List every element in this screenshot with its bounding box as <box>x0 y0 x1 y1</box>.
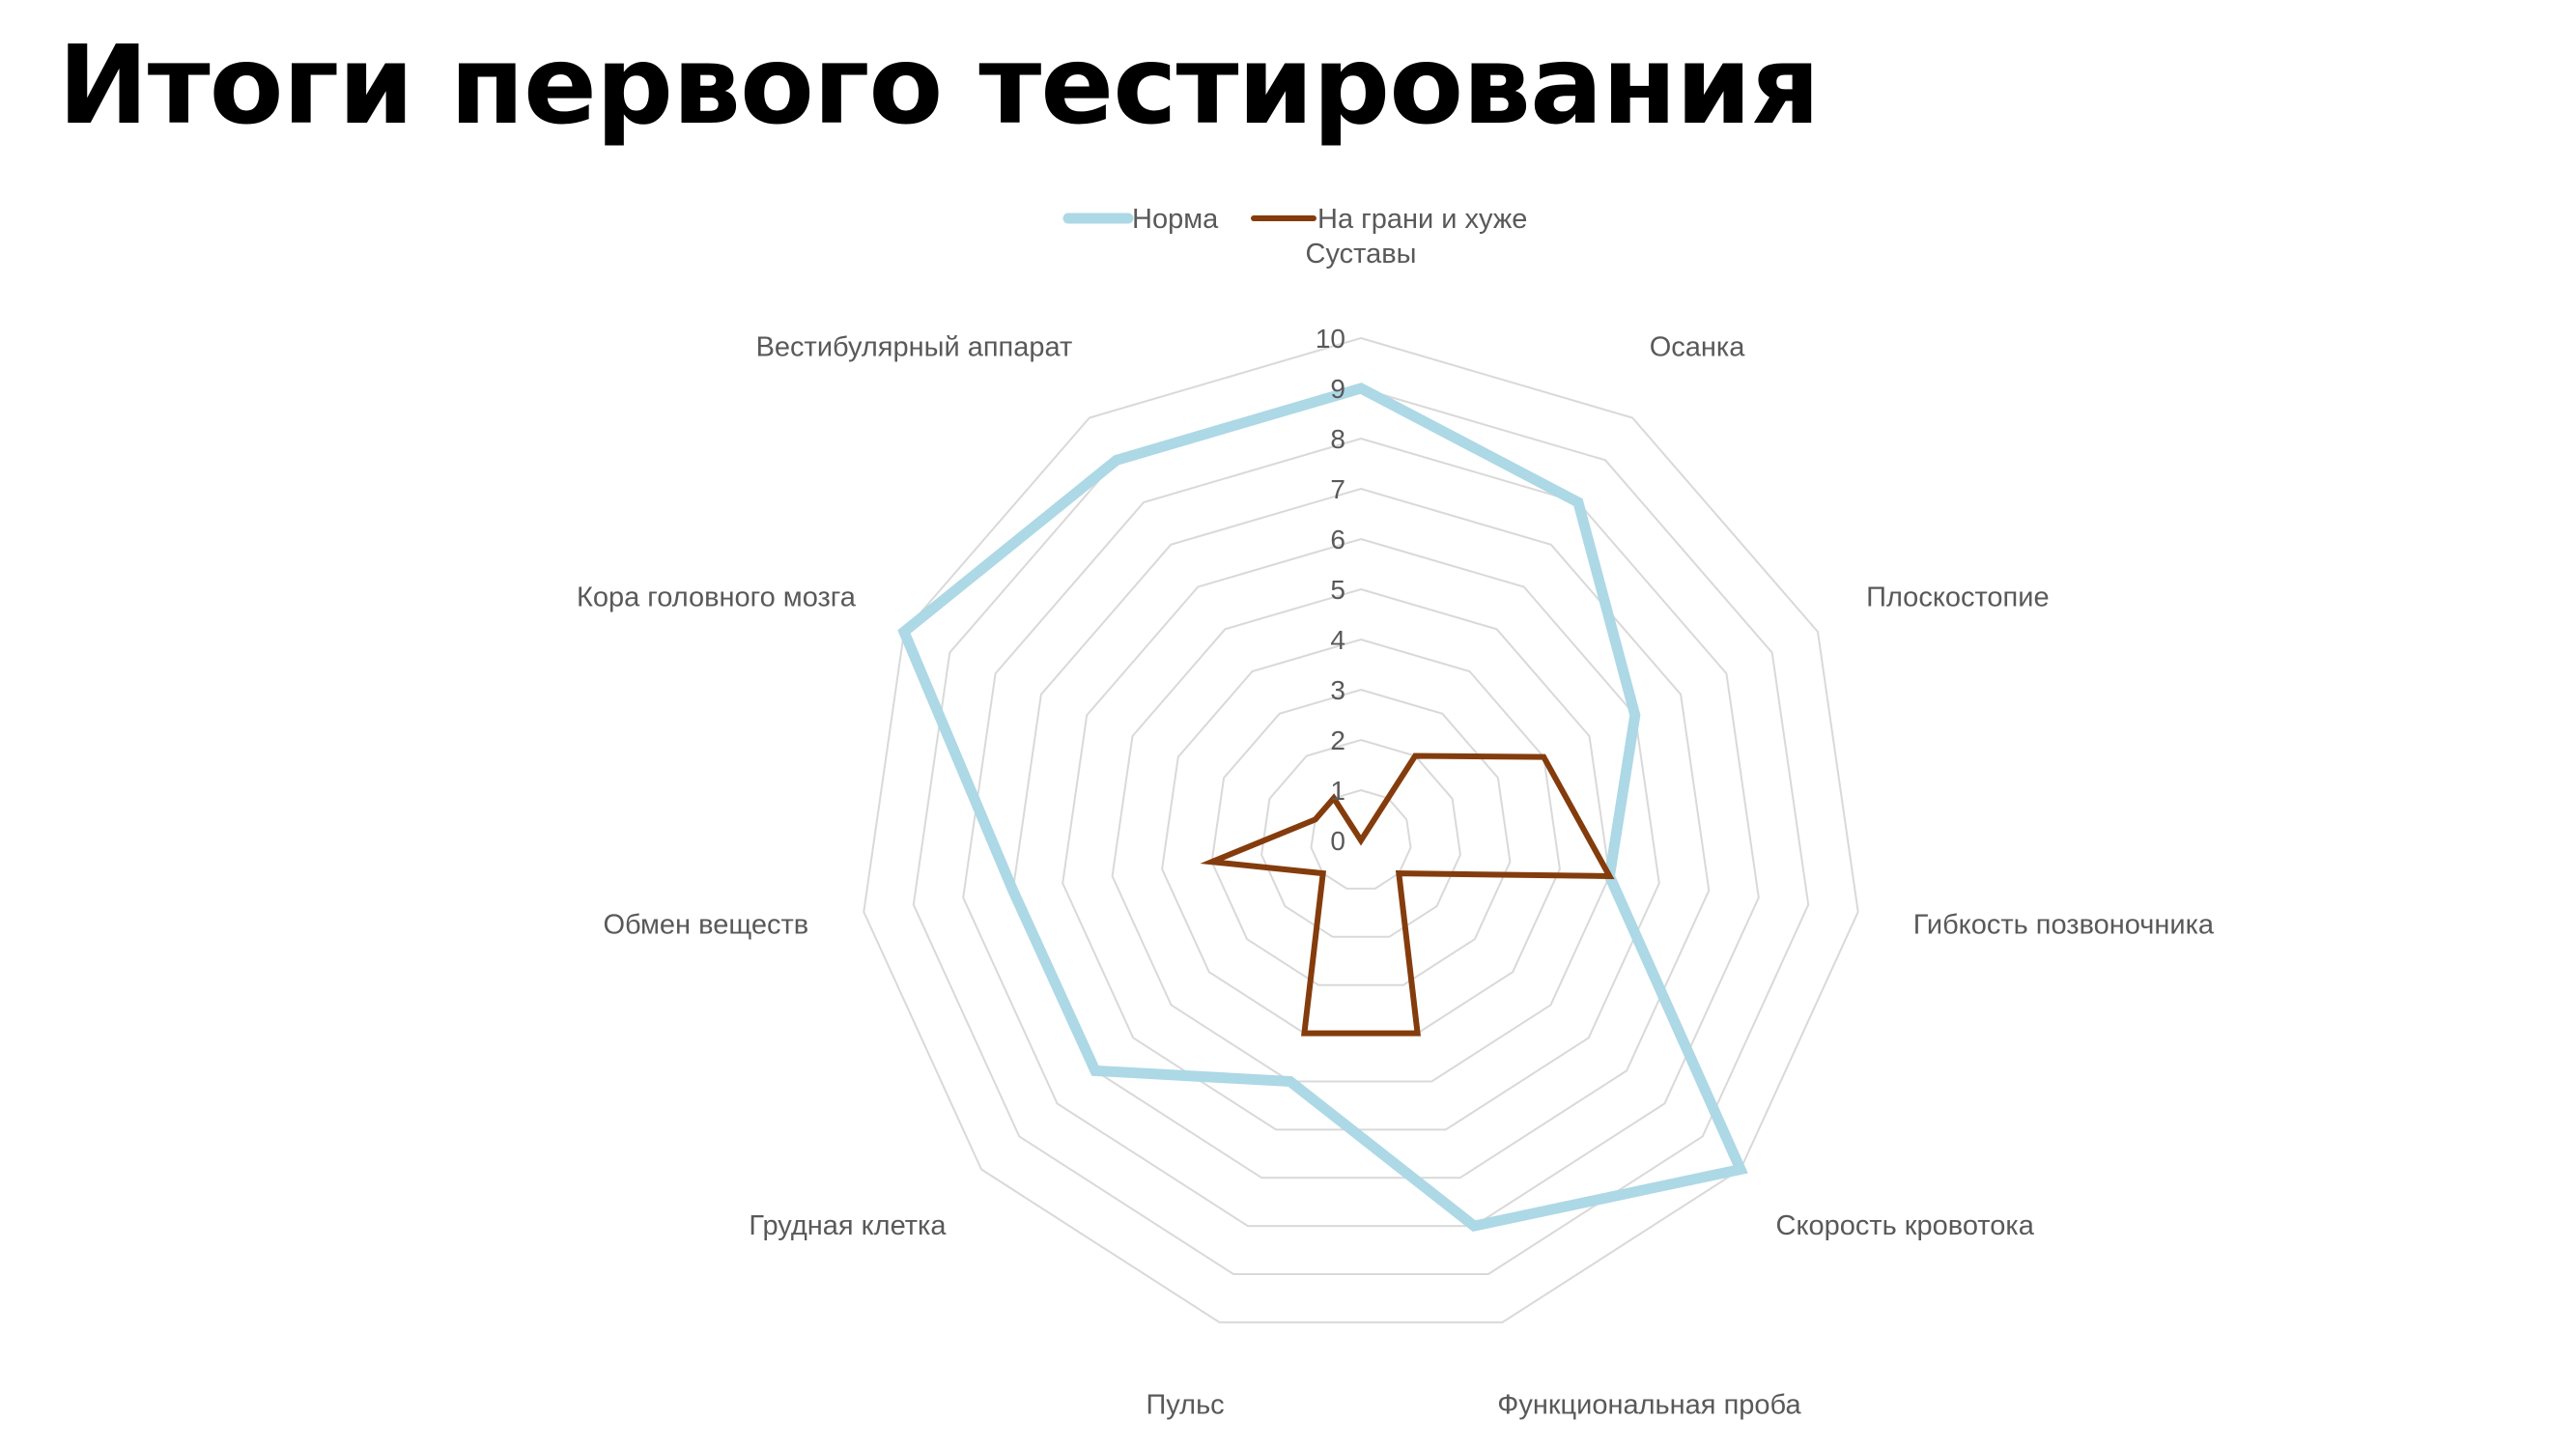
grid-ring-8 <box>962 437 1760 1228</box>
series-layer <box>897 383 1748 1233</box>
legend-label-2: На грани и хуже <box>1317 204 1527 235</box>
tick-label-1: 1 <box>1330 776 1345 806</box>
tick-label-10: 10 <box>1316 324 1345 354</box>
tick-label-6: 6 <box>1330 525 1345 554</box>
grid-ring-2 <box>1260 738 1461 938</box>
category-labels: Суставы Осанка Плоскостопие Гибкость позвон… <box>577 239 2215 1420</box>
category-label-6: Функциональная проба <box>1497 1389 1801 1420</box>
series-line-2 <box>1200 753 1615 1037</box>
category-label-11: Вестибулярный аппарат <box>756 332 1073 363</box>
grid-ring-9 <box>912 386 1810 1275</box>
grid-ring-10 <box>863 336 1859 1323</box>
category-label-3: Плоскостопие <box>1866 582 2049 612</box>
tick-label-8: 8 <box>1330 424 1345 454</box>
radar-grid <box>863 336 1859 1323</box>
category-label-2: Осанка <box>1650 332 1746 363</box>
slide-title: Итоги первого тестирования <box>58 23 1820 149</box>
grid-ring-7 <box>1011 487 1711 1179</box>
radial-tick-labels: 0 1 2 3 4 5 6 7 8 9 10 <box>1316 324 1345 856</box>
category-label-7: Пульс <box>1146 1389 1224 1420</box>
category-label-9: Обмен веществ <box>603 910 808 941</box>
category-label-8: Грудная клетка <box>749 1210 947 1241</box>
chart-legend: Норма На грани и хуже <box>1062 204 1527 235</box>
category-label-10: Кора головного мозга <box>577 582 857 612</box>
tick-label-7: 7 <box>1330 474 1345 504</box>
tick-label-0: 0 <box>1330 826 1345 856</box>
grid-ring-5 <box>1111 587 1611 1083</box>
category-label-1: Суставы <box>1306 239 1417 270</box>
category-label-4: Гибкость позвоночника <box>1913 910 2215 941</box>
tick-label-5: 5 <box>1330 575 1345 605</box>
tick-label-9: 9 <box>1330 374 1345 404</box>
series-line-1 <box>897 383 1748 1233</box>
grid-ring-3 <box>1210 688 1512 986</box>
tick-label-4: 4 <box>1330 625 1345 655</box>
category-label-5: Скорость кровотока <box>1776 1210 2035 1241</box>
tick-label-3: 3 <box>1330 675 1345 705</box>
legend-label-1: Норма <box>1132 204 1219 235</box>
grid-ring-6 <box>1062 537 1660 1131</box>
tick-label-2: 2 <box>1330 725 1345 755</box>
